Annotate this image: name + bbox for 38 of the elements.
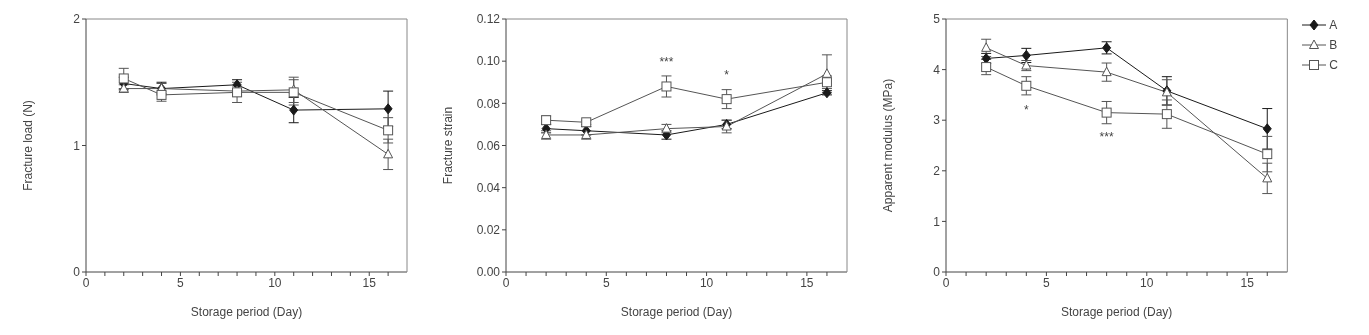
annotation: *** [659, 55, 674, 70]
y-axis-title: Apparent modulus (MPa) [881, 78, 896, 213]
annotation: * [724, 68, 730, 83]
annotation: *** [1099, 129, 1114, 144]
x-axis-title: Storage period (Day) [620, 305, 733, 319]
y-tick-label: 4 [933, 62, 941, 77]
y-tick-label: 0 [933, 265, 941, 280]
y-axis-title: Fracture strain [441, 106, 456, 185]
y-tick-label: 2 [933, 164, 941, 179]
y-tick-label: 0 [73, 265, 81, 280]
x-tick-label: 5 [602, 275, 610, 290]
legend-label: A [1329, 18, 1338, 32]
x-tick-label: 10 [1140, 275, 1154, 290]
x-tick-label: 5 [1043, 275, 1051, 290]
x-tick-label: 10 [268, 275, 282, 290]
y-tick-label: 0.10 [476, 54, 501, 69]
legend-label: C [1329, 58, 1338, 72]
y-tick-label: 0.00 [476, 265, 501, 280]
y-tick-label: 1 [73, 138, 81, 153]
y-tick-label: 2 [73, 12, 81, 27]
y-axis-title: Fracture load (N) [21, 100, 36, 191]
x-tick-label: 10 [699, 275, 714, 290]
y-tick-label: 0.08 [476, 96, 501, 111]
legend-label: B [1329, 38, 1338, 52]
annotation: * [1023, 102, 1029, 117]
x-tick-label: 15 [1240, 275, 1255, 290]
y-tick-label: 5 [933, 12, 941, 27]
y-tick-label: 0.06 [476, 138, 501, 153]
y-tick-label: 0.12 [476, 12, 501, 27]
y-tick-label: 1 [933, 214, 941, 229]
x-axis-title: Storage period (Day) [1060, 305, 1173, 319]
x-tick-label: 5 [177, 275, 185, 290]
y-tick-label: 0.02 [476, 223, 501, 238]
y-tick-label: 3 [933, 113, 941, 128]
x-tick-label: 15 [800, 275, 814, 290]
x-axis-title: Storage period (Day) [190, 305, 303, 319]
y-tick-label: 0.04 [476, 180, 501, 195]
x-tick-label: 15 [362, 275, 377, 290]
